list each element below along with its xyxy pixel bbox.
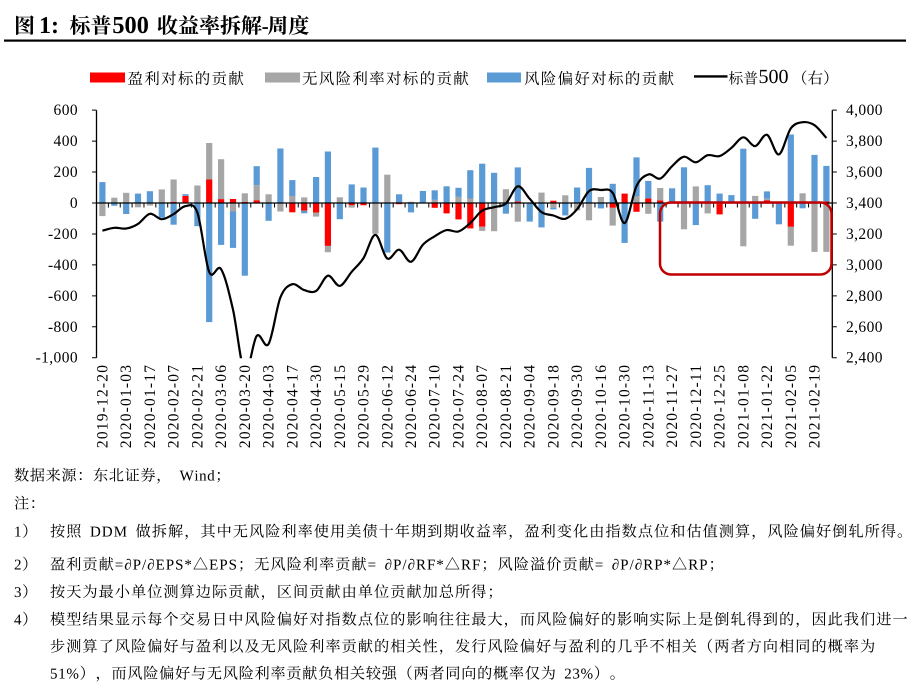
svg-text:2019-12-20: 2019-12-20 xyxy=(94,364,111,448)
svg-text:-600: -600 xyxy=(48,288,78,305)
svg-text:600: 600 xyxy=(54,102,78,119)
svg-text:2020-12-11: 2020-12-11 xyxy=(688,364,705,448)
svg-text:2,600: 2,600 xyxy=(846,319,883,336)
svg-text:4,000: 4,000 xyxy=(846,102,883,119)
svg-text:2020-06-12: 2020-06-12 xyxy=(379,364,396,448)
svg-text:2020-09-04: 2020-09-04 xyxy=(522,364,539,448)
svg-text:0: 0 xyxy=(70,195,78,212)
svg-text:2,800: 2,800 xyxy=(846,288,883,305)
svg-text:2020-08-07: 2020-08-07 xyxy=(474,364,491,448)
svg-text:-200: -200 xyxy=(48,226,78,243)
svg-text:-400: -400 xyxy=(48,257,78,274)
svg-text:2020-05-29: 2020-05-29 xyxy=(356,364,373,448)
svg-text:2020-07-24: 2020-07-24 xyxy=(451,364,468,448)
svg-text:2021-02-19: 2021-02-19 xyxy=(807,364,824,448)
svg-text:2020-07-10: 2020-07-10 xyxy=(427,364,444,448)
svg-text:2020-12-25: 2020-12-25 xyxy=(712,364,729,448)
svg-text:2020-04-17: 2020-04-17 xyxy=(284,364,301,448)
svg-text:3,600: 3,600 xyxy=(846,164,883,181)
svg-text:2020-08-21: 2020-08-21 xyxy=(498,364,515,448)
svg-text:2020-01-03: 2020-01-03 xyxy=(118,364,135,448)
svg-text:2020-02-07: 2020-02-07 xyxy=(166,364,183,448)
svg-text:200: 200 xyxy=(54,164,78,181)
svg-text:2,400: 2,400 xyxy=(846,350,883,367)
svg-text:3,000: 3,000 xyxy=(846,257,883,274)
svg-text:3,200: 3,200 xyxy=(846,226,883,243)
svg-text:-1,000: -1,000 xyxy=(36,350,78,367)
svg-text:400: 400 xyxy=(54,133,78,150)
svg-text:2020-03-20: 2020-03-20 xyxy=(237,364,254,448)
svg-text:3,400: 3,400 xyxy=(846,195,883,212)
svg-text:2020-04-03: 2020-04-03 xyxy=(261,364,278,448)
svg-text:3,800: 3,800 xyxy=(846,133,883,150)
svg-text:2020-10-30: 2020-10-30 xyxy=(617,364,634,448)
svg-text:2020-09-18: 2020-09-18 xyxy=(545,364,562,448)
svg-text:2020-02-21: 2020-02-21 xyxy=(189,364,206,448)
svg-text:2020-10-16: 2020-10-16 xyxy=(593,364,610,448)
svg-text:-800: -800 xyxy=(48,319,78,336)
svg-text:2020-11-13: 2020-11-13 xyxy=(640,364,657,448)
svg-text:2020-01-17: 2020-01-17 xyxy=(142,364,159,448)
svg-text:2021-01-08: 2021-01-08 xyxy=(735,364,752,448)
svg-text:2021-01-22: 2021-01-22 xyxy=(759,364,776,448)
svg-text:2020-05-15: 2020-05-15 xyxy=(332,364,349,448)
svg-text:2021-02-05: 2021-02-05 xyxy=(783,364,800,448)
svg-text:2020-06-24: 2020-06-24 xyxy=(403,364,420,448)
svg-text:2020-11-27: 2020-11-27 xyxy=(664,364,681,448)
svg-text:2020-04-30: 2020-04-30 xyxy=(308,364,325,448)
svg-text:2020-03-06: 2020-03-06 xyxy=(213,364,230,448)
svg-text:2020-09-30: 2020-09-30 xyxy=(569,364,586,448)
